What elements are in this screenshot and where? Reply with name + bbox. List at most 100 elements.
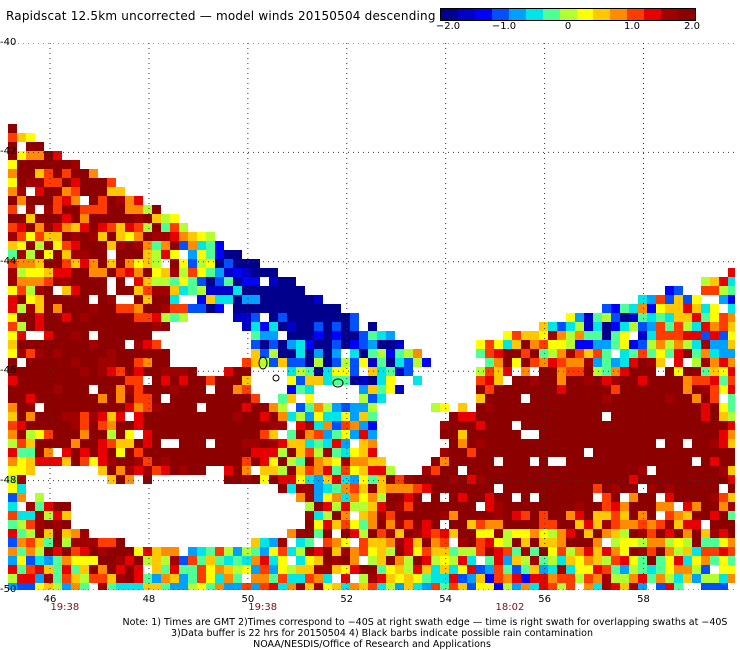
data-cell (80, 169, 89, 178)
data-cell (521, 475, 530, 484)
data-cell (647, 349, 656, 358)
data-cell (323, 313, 332, 322)
data-cell (341, 538, 350, 547)
data-cell (161, 313, 170, 322)
data-cell (368, 439, 377, 448)
data-cell (368, 385, 377, 394)
data-cell (629, 304, 638, 313)
data-cell (710, 322, 719, 331)
data-cell (8, 367, 17, 376)
data-cell (350, 565, 359, 574)
data-cell (170, 385, 179, 394)
data-cell (224, 565, 233, 574)
data-cell (35, 358, 44, 367)
data-cell (557, 385, 566, 394)
data-cell (188, 466, 197, 475)
data-cell (386, 349, 395, 358)
data-cell (728, 322, 735, 331)
data-cell (287, 583, 296, 590)
data-cell (413, 556, 422, 565)
data-cell (89, 223, 98, 232)
data-cell (512, 430, 521, 439)
data-cell (17, 511, 26, 520)
data-cell (152, 295, 161, 304)
data-cell (143, 403, 152, 412)
data-cell (35, 232, 44, 241)
data-cell (278, 583, 287, 590)
data-cell (44, 511, 53, 520)
data-cell (17, 529, 26, 538)
data-cell (98, 277, 107, 286)
data-cell (566, 457, 575, 466)
data-cell (296, 565, 305, 574)
data-cell (233, 556, 242, 565)
data-cell (701, 421, 710, 430)
data-cell (584, 439, 593, 448)
data-cell (602, 376, 611, 385)
data-cell (638, 493, 647, 502)
data-cell (719, 430, 728, 439)
data-cell (665, 349, 674, 358)
data-cell (341, 493, 350, 502)
data-cell (17, 556, 26, 565)
data-cell (89, 205, 98, 214)
data-cell (512, 538, 521, 547)
data-cell (620, 538, 629, 547)
data-cell (242, 268, 251, 277)
data-cell (341, 448, 350, 457)
data-cell (62, 430, 71, 439)
data-cell (17, 439, 26, 448)
data-cell (53, 268, 62, 277)
data-cell (512, 403, 521, 412)
data-cell (674, 412, 683, 421)
data-cell (710, 466, 719, 475)
data-cell (89, 439, 98, 448)
data-cell (539, 439, 548, 448)
data-cell (728, 529, 735, 538)
data-cell (386, 367, 395, 376)
data-cell (134, 421, 143, 430)
data-cell (647, 421, 656, 430)
data-cell (323, 574, 332, 583)
data-cell (269, 565, 278, 574)
map-plot[interactable] (8, 43, 735, 590)
data-cell (17, 520, 26, 529)
data-cell (557, 520, 566, 529)
data-cell (350, 457, 359, 466)
data-cell (62, 349, 71, 358)
data-cell (107, 556, 116, 565)
data-cell (89, 268, 98, 277)
data-cell (152, 412, 161, 421)
data-cell (341, 457, 350, 466)
swath-time-label: 18:02 (495, 602, 525, 613)
data-cell (71, 421, 80, 430)
difference-map (8, 43, 735, 590)
data-cell (377, 340, 386, 349)
data-cell (359, 475, 368, 484)
data-cell (323, 439, 332, 448)
data-cell (350, 322, 359, 331)
data-cell (341, 556, 350, 565)
data-cell (602, 493, 611, 502)
data-cell (377, 466, 386, 475)
data-cell (8, 214, 17, 223)
data-cell (386, 565, 395, 574)
data-cell (269, 421, 278, 430)
data-cell (125, 556, 134, 565)
data-cell (377, 502, 386, 511)
data-cell (620, 403, 629, 412)
data-cell (17, 349, 26, 358)
data-cell (143, 457, 152, 466)
data-cell (224, 547, 233, 556)
data-cell (359, 574, 368, 583)
data-cell (629, 385, 638, 394)
data-cell (170, 412, 179, 421)
data-cell (629, 313, 638, 322)
data-cell (728, 367, 735, 376)
data-cell (530, 421, 539, 430)
data-cell (62, 223, 71, 232)
data-cell (350, 331, 359, 340)
data-cell (359, 520, 368, 529)
data-cell (485, 403, 494, 412)
data-cell (521, 493, 530, 502)
